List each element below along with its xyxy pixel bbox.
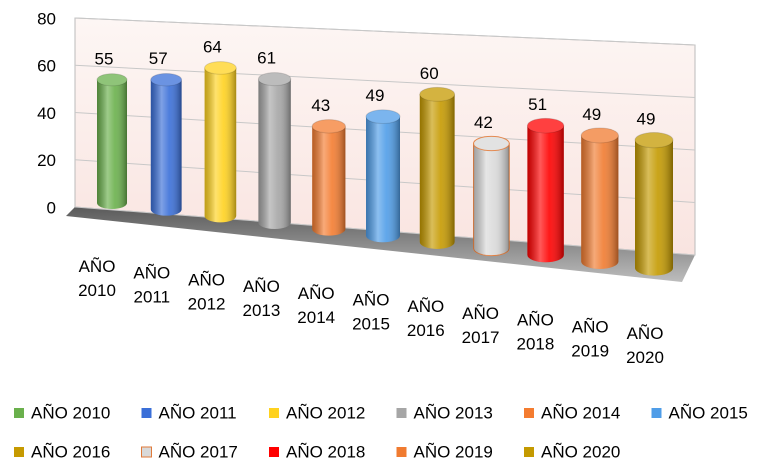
- x-tick-label: AÑO 2012: [188, 271, 226, 314]
- value-label: 49: [637, 110, 656, 129]
- floor: [66, 207, 695, 282]
- legend-swatch: [141, 408, 152, 418]
- value-label: 61: [257, 49, 276, 68]
- bar-top-shine: [527, 118, 564, 133]
- bar-shading: [150, 79, 182, 216]
- value-label: 49: [366, 86, 385, 105]
- value-label: 64: [203, 37, 222, 56]
- x-tick-label: AÑO 2019: [571, 318, 609, 361]
- bar-shading: [366, 116, 400, 243]
- legend-swatch: [524, 447, 534, 457]
- bar-top: [150, 73, 183, 87]
- x-tick-label: AÑO 2020: [626, 324, 664, 367]
- x-tick-label: AÑO 2014: [297, 284, 335, 327]
- legend-label: AÑO 2016: [31, 442, 110, 461]
- legend-label: AÑO 2013: [414, 403, 493, 422]
- legend-swatch: [396, 408, 407, 418]
- value-label: 55: [95, 49, 114, 68]
- y-tick-label: 40: [37, 104, 56, 123]
- value-label: 43: [311, 96, 330, 115]
- bar-shading: [527, 125, 564, 263]
- y-tick-label: 20: [37, 151, 56, 170]
- x-tick-label: AÑO 2017: [462, 304, 500, 347]
- bar-top-shine: [366, 109, 400, 124]
- legend-swatch: [524, 408, 534, 418]
- bar-top-shine: [204, 61, 237, 75]
- bar-top: [365, 109, 401, 124]
- legend-label: AÑO 2010: [31, 403, 110, 422]
- bar-top-shine: [581, 127, 619, 143]
- value-label: 51: [528, 95, 547, 114]
- legend-label: AÑO 2017: [159, 442, 238, 461]
- x-tick-label: AÑO 2018: [516, 311, 554, 354]
- value-label: 57: [149, 49, 168, 68]
- legend-label: AÑO 2012: [286, 403, 365, 422]
- legend-swatch: [269, 408, 279, 418]
- y-tick-label: 60: [37, 57, 56, 76]
- x-tick-label: AÑO 2015: [352, 291, 390, 334]
- legend-swatch: [14, 408, 24, 418]
- bar-top-shine: [312, 119, 346, 133]
- bar-top-shine: [150, 73, 182, 86]
- legend-label: AÑO 2020: [541, 442, 620, 461]
- bar-top: [257, 72, 292, 87]
- bar-shading: [581, 135, 619, 269]
- value-label: 60: [420, 64, 439, 83]
- bar-top-shine: [97, 73, 127, 86]
- bar-shading: [419, 94, 455, 249]
- legend-swatch: [651, 408, 662, 418]
- x-tick-label: AÑO 2013: [242, 278, 280, 321]
- bar-top: [526, 117, 565, 134]
- legend-label: AÑO 2011: [159, 403, 237, 422]
- bar-shading: [473, 143, 510, 256]
- y-tick-label: 80: [37, 9, 56, 28]
- bar-top: [419, 86, 456, 102]
- legend-swatch: [141, 446, 152, 458]
- value-label: 49: [582, 105, 601, 124]
- legend-swatch: [269, 447, 279, 457]
- grid-line: [74, 17, 696, 46]
- bar-top-shine: [419, 87, 455, 102]
- bar-shading: [204, 67, 237, 223]
- bar-top-shine: [635, 132, 673, 148]
- bar-shading: [97, 79, 127, 209]
- x-tick-label: AÑO 2016: [407, 298, 445, 341]
- bar-top: [473, 135, 510, 152]
- bar-top-shine: [258, 72, 291, 86]
- x-tick-label: AÑO 2011: [133, 264, 170, 307]
- bar-top: [580, 127, 619, 144]
- legend-label: AÑO 2018: [286, 442, 365, 461]
- bar-top: [311, 119, 346, 134]
- y-tick-label: 0: [47, 198, 56, 217]
- x-tick-label: AÑO 2010: [78, 257, 116, 300]
- value-label: 42: [474, 113, 493, 132]
- grid-line: [74, 64, 696, 98]
- legend-swatch: [396, 447, 407, 457]
- bar-shading: [635, 140, 673, 276]
- bar-shading: [312, 126, 346, 236]
- bar-top: [204, 61, 237, 75]
- legend-label: AÑO 2015: [669, 403, 748, 422]
- legend-label: AÑO 2014: [541, 403, 620, 422]
- bar-top: [96, 73, 128, 87]
- bar-shading: [258, 79, 291, 229]
- bar-top: [634, 132, 674, 149]
- bar-top-shine: [473, 136, 510, 151]
- legend-label: AÑO 2019: [414, 442, 493, 461]
- legend-swatch: [14, 447, 24, 457]
